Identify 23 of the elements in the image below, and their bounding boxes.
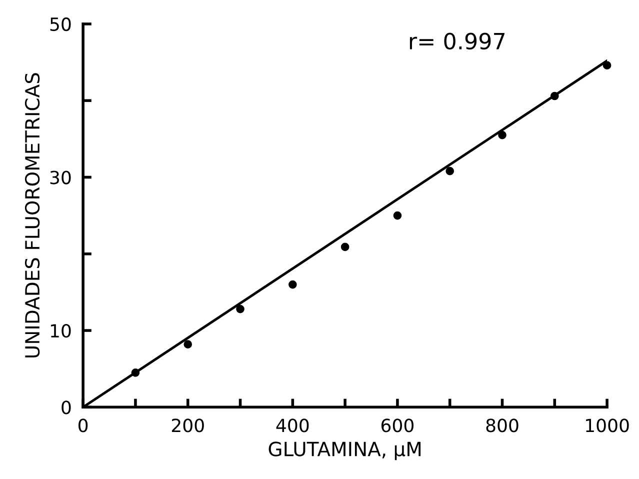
y-axis-title: UNIDADES FLUOROMETRICAS [24,73,40,358]
y-tick-label: 30 [50,170,71,184]
annotation: r= 0.997 [410,32,504,50]
point [498,130,506,140]
y-tick-label: 0 [62,400,71,414]
x-tick-label: 200 [172,418,204,432]
x-tick-label: 800 [486,418,518,432]
point [236,304,244,314]
point [184,340,192,348]
y-tick-label: 10 [50,324,71,338]
y-tick-label: 50 [50,17,71,32]
point [602,61,612,70]
x-axis-title: GLUTAMINA, μM [268,442,421,460]
x-tick-label: 600 [381,418,414,432]
x-tick-label: 1000 [586,418,629,432]
point [131,368,140,377]
point [550,92,559,100]
point [288,280,297,289]
point [446,166,454,176]
x-tick-label: 0 [78,418,88,432]
point [340,242,350,252]
point [393,211,402,220]
x-tick-label: 400 [276,418,309,432]
